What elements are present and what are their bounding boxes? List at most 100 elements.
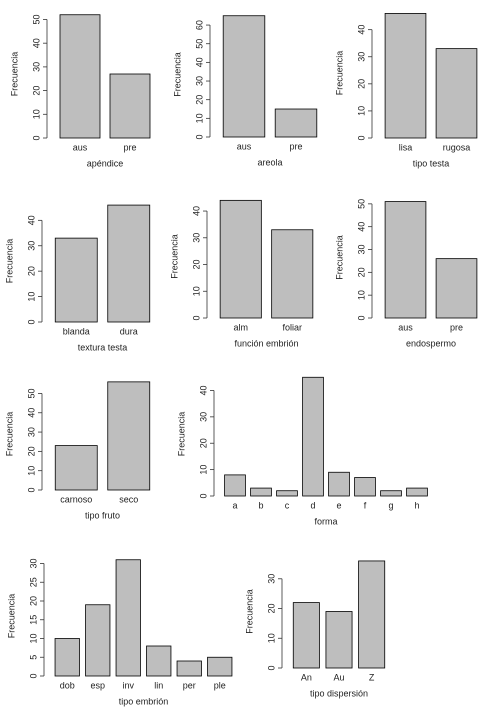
x-tick-label: An xyxy=(301,672,312,682)
x-axis-label: función embrión xyxy=(234,338,298,348)
bar xyxy=(222,15,266,138)
y-axis-label: Frecuencia xyxy=(334,235,344,280)
x-tick-label: d xyxy=(310,500,315,510)
y-tick-label: 30 xyxy=(191,233,201,243)
y-tick-label: 20 xyxy=(194,95,204,105)
y-tick-label: 50 xyxy=(31,14,41,24)
y-tick-label: 0 xyxy=(266,665,276,670)
y-tick-label: 10 xyxy=(194,113,204,123)
bar xyxy=(302,376,324,497)
bar xyxy=(384,201,427,319)
y-tick-label: 10 xyxy=(28,633,38,643)
x-tick-label: lin xyxy=(154,680,163,690)
x-tick-label: g xyxy=(388,500,393,510)
x-axis-label: endospermo xyxy=(406,338,456,348)
y-tick-label: 10 xyxy=(356,106,366,116)
x-tick-label: esp xyxy=(90,680,105,690)
y-tick-label: 0 xyxy=(31,135,41,140)
x-tick-label: dura xyxy=(120,326,138,336)
y-tick-label: 20 xyxy=(356,267,366,277)
y-tick-label: 40 xyxy=(26,408,36,418)
bar xyxy=(435,48,478,139)
bar xyxy=(59,14,101,139)
x-tick-label: lisa xyxy=(399,142,413,152)
x-axis-label: textura testa xyxy=(78,342,128,352)
x-tick-label: f xyxy=(364,500,367,510)
bar xyxy=(380,490,402,497)
y-tick-label: 0 xyxy=(198,493,208,498)
y-tick-label: 10 xyxy=(191,286,201,296)
y-tick-label: 10 xyxy=(266,633,276,643)
bar xyxy=(276,490,298,497)
bar xyxy=(146,645,172,677)
y-tick-label: 20 xyxy=(26,446,36,456)
y-tick-label: 50 xyxy=(356,199,366,209)
bar xyxy=(219,199,262,319)
y-tick-label: 20 xyxy=(266,604,276,614)
bar xyxy=(358,560,386,669)
y-tick-label: 10 xyxy=(31,109,41,119)
bar xyxy=(325,611,353,669)
y-tick-label: 50 xyxy=(194,39,204,49)
y-tick-label: 20 xyxy=(28,596,38,606)
y-tick-label: 0 xyxy=(194,134,204,139)
x-tick-label: foliar xyxy=(282,322,302,332)
y-tick-label: 20 xyxy=(356,79,366,89)
y-tick-label: 20 xyxy=(191,260,201,270)
y-tick-label: 20 xyxy=(31,86,41,96)
y-tick-label: 20 xyxy=(198,438,208,448)
bar xyxy=(176,660,202,677)
x-tick-label: per xyxy=(183,680,196,690)
y-tick-label: 30 xyxy=(198,412,208,422)
x-tick-label: aus xyxy=(73,142,88,152)
y-tick-label: 5 xyxy=(28,655,38,660)
y-tick-label: 0 xyxy=(26,319,36,324)
y-tick-label: 40 xyxy=(356,25,366,35)
y-tick-label: 40 xyxy=(26,215,36,225)
x-axis-label: tipo testa xyxy=(413,158,450,168)
y-tick-label: 30 xyxy=(266,574,276,584)
bar xyxy=(115,559,141,677)
bar xyxy=(406,487,428,497)
y-tick-label: 40 xyxy=(191,206,201,216)
y-tick-label: 15 xyxy=(28,615,38,625)
y-axis-label: Frecuencia xyxy=(6,594,16,639)
x-tick-label: pre xyxy=(450,322,463,332)
x-axis-label: apéndice xyxy=(87,158,124,168)
x-tick-label: pre xyxy=(289,141,302,151)
y-tick-label: 10 xyxy=(198,465,208,475)
x-tick-label: blanda xyxy=(63,326,90,336)
x-axis-label: tipo dispersión xyxy=(310,688,368,698)
y-tick-label: 30 xyxy=(26,427,36,437)
y-tick-label: 40 xyxy=(198,385,208,395)
bar xyxy=(109,73,151,139)
y-axis-label: Frecuencia xyxy=(244,589,254,634)
bar xyxy=(354,477,376,497)
bar xyxy=(271,229,314,319)
y-tick-label: 30 xyxy=(356,245,366,255)
bar xyxy=(274,108,318,138)
y-axis-label: Frecuencia xyxy=(169,234,179,279)
bar xyxy=(54,237,98,323)
y-tick-label: 30 xyxy=(194,76,204,86)
bar xyxy=(54,638,80,677)
x-tick-label: Z xyxy=(369,672,375,682)
x-tick-label: alm xyxy=(233,322,248,332)
y-tick-label: 30 xyxy=(26,241,36,251)
x-tick-label: b xyxy=(258,500,263,510)
bar xyxy=(85,604,111,677)
y-tick-label: 0 xyxy=(28,673,38,678)
x-axis-label: tipo embrión xyxy=(119,696,169,706)
y-axis-label: Frecuencia xyxy=(334,51,344,96)
x-tick-label: a xyxy=(232,500,237,510)
y-tick-label: 10 xyxy=(26,466,36,476)
x-tick-label: dob xyxy=(60,680,75,690)
x-tick-label: aus xyxy=(237,141,252,151)
y-axis-label: Frecuencia xyxy=(9,52,19,97)
x-axis-label: forma xyxy=(314,516,337,526)
x-tick-label: rugosa xyxy=(443,142,471,152)
x-tick-label: h xyxy=(414,500,419,510)
bar xyxy=(384,13,427,139)
x-tick-label: pre xyxy=(123,142,136,152)
